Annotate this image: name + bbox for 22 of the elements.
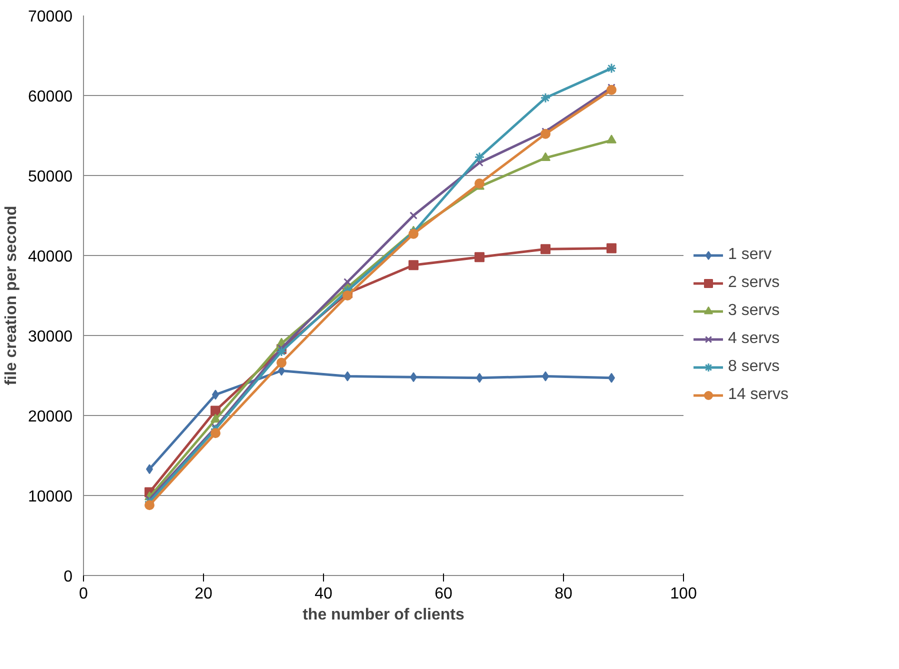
legend-label: 14 servs [728,386,788,404]
y-tick-label: 10000 [28,488,73,506]
y-tick-label: 30000 [28,328,73,346]
legend-label: 2 servs [728,274,780,292]
legend-label: 8 servs [728,358,780,376]
y-tick-label: 0 [64,568,73,586]
x-tick-label: 0 [79,586,88,602]
y-tick-label: 70000 [28,8,73,26]
x-tick-label: 40 [314,586,332,602]
y-tick-label: 40000 [28,248,73,266]
y-axis-title: file creation per second [3,206,20,386]
legend-label: 3 servs [728,302,780,320]
legend-label: 4 servs [728,330,780,348]
x-tick-label: 20 [194,586,212,602]
y-tick-label: 50000 [28,168,73,186]
legend-label: 1 serv [728,246,772,264]
x-tick-label: 60 [434,586,452,602]
y-tick-label: 20000 [28,408,73,426]
x-axis-title: the number of clients [302,606,464,624]
y-tick-label: 60000 [28,88,73,106]
x-tick-label: 80 [554,586,572,602]
x-tick-label: 100 [670,586,697,602]
